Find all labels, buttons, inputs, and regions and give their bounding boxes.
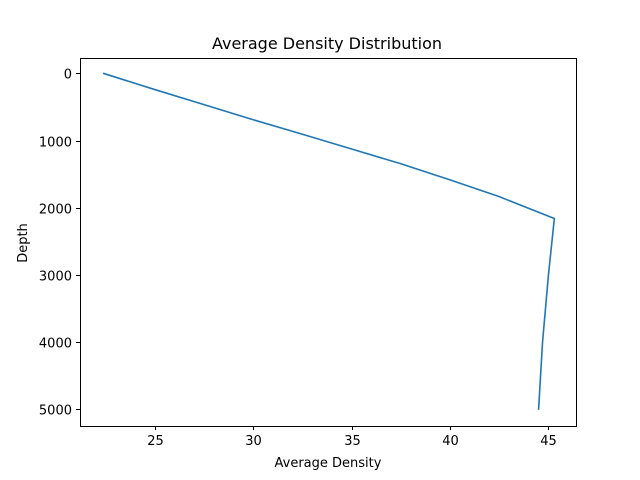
x-tick-label: 30 <box>245 434 262 449</box>
density-series-line <box>102 72 556 411</box>
y-tick-label: 0 <box>64 68 72 83</box>
y-tick-label: 3000 <box>39 270 72 285</box>
y-tick-label: 1000 <box>39 136 72 151</box>
y-tick-label: 5000 <box>39 404 72 419</box>
y-axis-label: Depth <box>16 223 31 263</box>
axes-frame <box>80 58 577 427</box>
chart-title: Average Density Distribution <box>212 34 442 53</box>
x-tick-label: 45 <box>540 434 557 449</box>
y-tick-label: 4000 <box>39 337 72 352</box>
x-tick-label: 40 <box>442 434 459 449</box>
plot-area: 25 30 35 40 45 0 1000 2000 3000 4000 5000 <box>39 68 557 450</box>
x-axis-label: Average Density <box>275 456 382 471</box>
y-tick-label: 2000 <box>39 203 72 218</box>
x-tick-label: 35 <box>344 434 361 449</box>
x-tick-label: 25 <box>147 434 164 449</box>
